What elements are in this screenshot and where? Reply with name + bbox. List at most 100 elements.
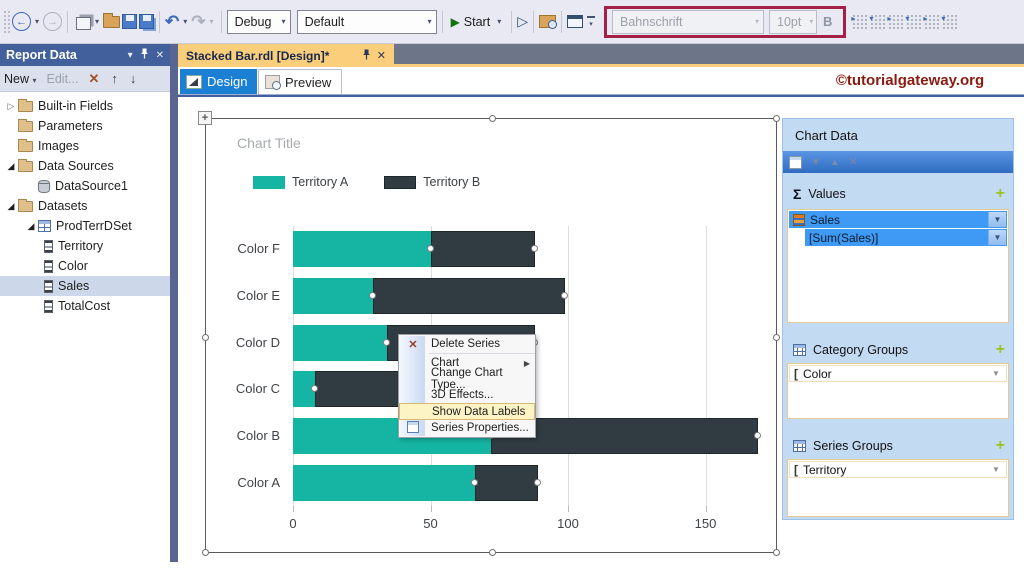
value-row-sales[interactable]: Sales ▼ <box>789 211 1007 228</box>
edit-button[interactable]: Edit... <box>46 71 79 86</box>
align-lefts-icon[interactable] <box>851 14 868 29</box>
tree-item-color-field[interactable]: Color <box>0 256 170 276</box>
font-size-combo[interactable]: 10pt ▾ <box>769 9 817 34</box>
chart-legend[interactable]: Territory A Territory B <box>253 175 516 189</box>
menu-item-delete-series[interactable]: ✕ Delete Series <box>399 336 535 352</box>
menu-item-series-properties[interactable]: Series Properties... <box>399 420 535 436</box>
series-point-handle[interactable] <box>311 385 318 393</box>
chevron-down-icon[interactable]: ▼ <box>988 212 1006 227</box>
distribute-horizontal-icon[interactable] <box>923 14 940 29</box>
redo-button[interactable]: ↷ <box>191 11 206 31</box>
move-up-icon[interactable]: ↑ <box>111 71 118 86</box>
tree-item-datasets[interactable]: ◢ Datasets <box>0 196 170 216</box>
new-project-dropdown-icon[interactable]: ▾ <box>95 17 100 26</box>
series-point-handle[interactable] <box>426 245 434 253</box>
save-all-icon[interactable] <box>139 14 155 29</box>
tree-item-prodterrdset[interactable]: ◢ ProdTerrDSet <box>0 216 170 236</box>
series-point-handle[interactable] <box>368 292 376 299</box>
expander-collapsed-icon[interactable]: ▷ <box>7 100 15 111</box>
menu-item-3d-effects[interactable]: 3D Effects... <box>431 389 494 401</box>
panel-splitter[interactable] <box>170 44 178 562</box>
align-tops-icon[interactable] <box>869 14 886 29</box>
series-point-handle[interactable] <box>561 292 569 299</box>
new-project-icon[interactable] <box>76 16 92 30</box>
report-data-header[interactable]: Report Data ▾ ✕ <box>0 44 170 66</box>
make-same-width-icon[interactable] <box>887 14 904 29</box>
tree-item-built-in-fields[interactable]: ▷ Built-in Fields <box>0 96 170 116</box>
distribute-vertical-icon[interactable] <box>941 14 958 29</box>
navigate-forward-button[interactable]: → <box>43 12 63 31</box>
expander-expanded-icon[interactable]: ◢ <box>27 220 35 231</box>
resize-handle[interactable] <box>773 115 780 122</box>
resize-handle[interactable] <box>773 549 780 556</box>
tree-item-datasource1[interactable]: DataSource1 <box>0 176 170 196</box>
bold-button[interactable]: B <box>823 14 833 29</box>
toolbar-overflow-button[interactable]: ▾ <box>585 12 597 32</box>
tree-item-data-sources[interactable]: ◢ Data Sources <box>0 156 170 176</box>
resize-handle[interactable] <box>202 334 209 341</box>
value-row-sum-sales[interactable]: [Sum(Sales)] ▼ <box>805 229 1007 246</box>
bar-segment-territory-a[interactable] <box>293 231 431 268</box>
bar-segment-territory-b[interactable] <box>372 278 566 314</box>
chart-move-handle[interactable]: + <box>198 111 212 125</box>
solution-explorer-icon[interactable] <box>567 15 583 28</box>
navigate-back-button[interactable]: ← <box>12 12 31 31</box>
series-point-handle[interactable] <box>753 432 761 439</box>
bar-segment-territory-a[interactable] <box>293 324 387 361</box>
bar-segment-territory-a[interactable] <box>293 464 475 501</box>
solution-platform-combo[interactable]: Default ▾ <box>296 9 437 34</box>
bar-segment-territory-a[interactable] <box>293 278 373 314</box>
chevron-down-icon[interactable]: ▼ <box>992 465 1000 474</box>
undo-dropdown-icon[interactable]: ▾ <box>183 17 188 26</box>
resize-handle[interactable] <box>773 334 780 341</box>
make-same-height-icon[interactable] <box>905 14 922 29</box>
bar-segment-territory-b[interactable] <box>430 231 535 268</box>
delete-icon[interactable]: ✕ <box>88 70 100 86</box>
save-icon[interactable] <box>122 14 138 29</box>
move-up-icon[interactable]: ▲ <box>829 156 840 168</box>
start-without-debugging-button[interactable]: ▷ <box>517 13 528 29</box>
series-point-handle[interactable] <box>531 245 538 253</box>
bar-segment-territory-a[interactable] <box>293 371 315 408</box>
new-button[interactable]: New ▾ <box>4 71 37 86</box>
tree-item-totalcost-field[interactable]: TotalCost <box>0 296 170 316</box>
pin-icon[interactable] <box>140 48 149 62</box>
window-position-icon[interactable]: ▾ <box>127 49 133 61</box>
tab-design[interactable]: Design <box>180 69 258 94</box>
move-down-icon[interactable]: ▼ <box>811 156 821 168</box>
tab-preview[interactable]: Preview <box>258 69 343 94</box>
redo-dropdown-icon[interactable]: ▾ <box>209 17 214 26</box>
pin-icon[interactable] <box>362 49 371 63</box>
add-value-button[interactable]: + <box>995 185 1005 202</box>
report-design-surface[interactable]: + Chart Title Territory A Territory B 0 5… <box>178 97 1024 568</box>
font-name-combo[interactable]: Bahnschrift ▾ <box>612 9 764 34</box>
menu-item-change-chart-type[interactable]: Change Chart Type... <box>431 367 503 391</box>
chart-title[interactable]: Chart Title <box>237 135 301 151</box>
tree-item-images[interactable]: Images <box>0 136 170 156</box>
category-group-row-color[interactable]: [ Color ▼ <box>789 365 1007 382</box>
expander-expanded-icon[interactable]: ◢ <box>7 160 15 171</box>
close-icon[interactable]: ✕ <box>155 49 164 61</box>
series-group-row-territory[interactable]: [ Territory ▼ <box>789 461 1007 478</box>
add-category-group-button[interactable]: + <box>995 341 1005 358</box>
open-file-icon[interactable] <box>103 12 121 28</box>
resize-handle[interactable] <box>489 115 496 122</box>
tree-item-parameters[interactable]: Parameters <box>0 116 170 136</box>
navigate-back-dropdown-icon[interactable]: ▾ <box>35 17 40 26</box>
resize-handle[interactable] <box>202 549 209 556</box>
resize-handle[interactable] <box>489 549 496 556</box>
menu-item-chart[interactable]: Chart ▶ <box>431 357 530 369</box>
chevron-down-icon[interactable]: ▼ <box>988 230 1006 245</box>
series-point-handle[interactable] <box>533 478 541 486</box>
document-tab-stacked-bar[interactable]: Stacked Bar.rdl [Design]* ✕ <box>178 44 394 67</box>
series-point-handle[interactable] <box>382 338 390 346</box>
close-icon[interactable]: ✕ <box>376 50 386 62</box>
start-debug-button[interactable]: ▶ Start ▾ <box>448 9 507 35</box>
properties-icon[interactable] <box>789 155 802 169</box>
menu-item-show-data-labels[interactable]: Show Data Labels <box>399 403 535 420</box>
move-down-icon[interactable]: ↓ <box>129 71 137 86</box>
chevron-down-icon[interactable]: ▼ <box>992 369 1000 378</box>
tree-item-sales-field[interactable]: Sales <box>0 276 170 296</box>
add-series-group-button[interactable]: + <box>995 437 1005 454</box>
bar-segment-territory-b[interactable] <box>474 464 538 501</box>
